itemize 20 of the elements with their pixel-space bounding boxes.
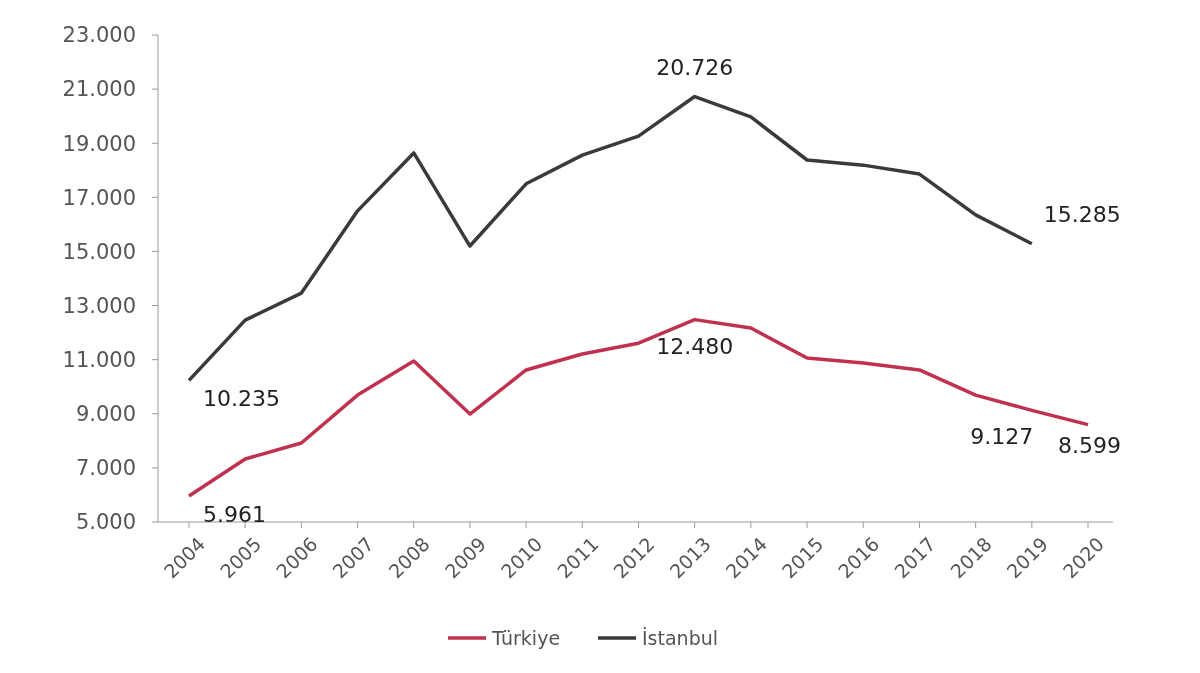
y-tick-label: 19.000: [62, 131, 136, 156]
y-tick-label: 7.000: [75, 456, 136, 481]
annotation: 12.480: [656, 333, 734, 359]
y-tick-label: 13.000: [62, 293, 136, 318]
y-tick-label: 23.000: [62, 23, 136, 48]
y-tick-label: 11.000: [62, 348, 136, 373]
line-series: [187, 94, 1034, 383]
y-tick-label: 5.000: [75, 510, 136, 535]
annotation: 9.127: [970, 424, 1034, 450]
y-tick-label: 9.000: [75, 402, 136, 427]
y-tick-label: 21.000: [62, 77, 136, 102]
y-tick-label: 17.000: [62, 185, 136, 210]
annotation: 15.285: [1043, 201, 1121, 227]
y-tick-label: 15.000: [62, 239, 136, 264]
legend-label: İstanbul: [642, 626, 719, 649]
legend-label: Türkiye: [491, 626, 561, 649]
annotation: 5.961: [203, 502, 266, 527]
annotation: 10.235: [203, 386, 280, 412]
annotation: 8.599: [1058, 432, 1121, 458]
annotation: 20.726: [656, 54, 734, 80]
